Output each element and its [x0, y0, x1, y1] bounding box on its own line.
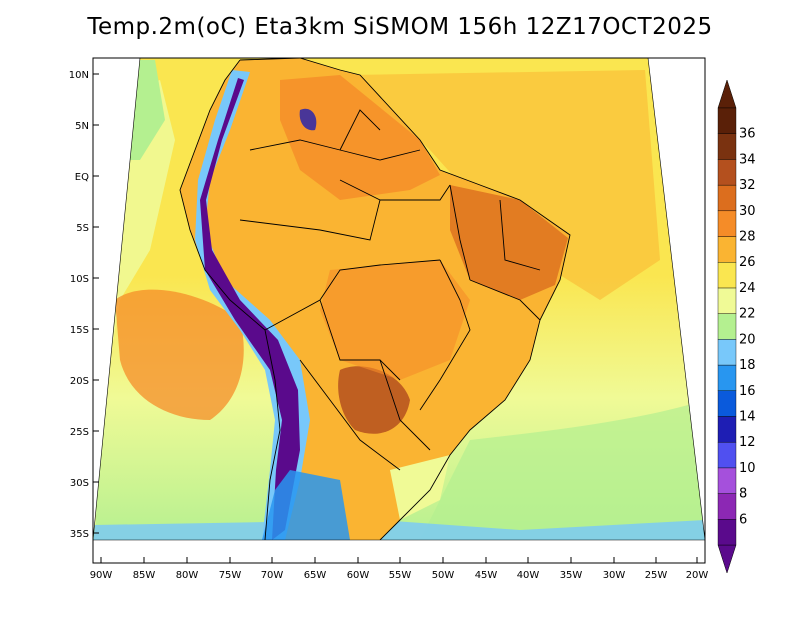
colorbar-label: 26 — [739, 255, 756, 270]
southern-cold-strip — [93, 520, 705, 540]
colorbar-label: 6 — [739, 512, 747, 527]
colorbar-segment — [717, 262, 737, 289]
land-warm-central — [320, 260, 470, 380]
colorbar-max-arrow — [717, 79, 737, 109]
colorbar-label: 36 — [739, 127, 756, 142]
colorbar-segment — [717, 236, 737, 263]
colorbar-label: 18 — [739, 358, 756, 373]
colorbar-label: 30 — [739, 204, 756, 219]
political-borders — [179, 58, 571, 540]
lon-label: 45W — [475, 570, 498, 581]
south-atlantic-cool — [420, 400, 705, 540]
colorbar-segment — [717, 416, 737, 443]
lon-label: 70W — [261, 570, 284, 581]
colorbar-segment — [717, 210, 737, 237]
atlantic-warm-plume — [350, 70, 660, 300]
latitude-axis: 10N 5N EQ 5S 10S 15S 20S 25S 30S 35S — [69, 70, 99, 540]
lat-label: 30S — [70, 478, 89, 489]
lat-label: EQ — [75, 172, 89, 183]
colorbar-label: 22 — [739, 307, 756, 322]
colorbar-label: 12 — [739, 435, 756, 450]
lon-label: 35W — [560, 570, 583, 581]
lon-label: 40W — [517, 570, 540, 581]
lat-label: 10N — [69, 70, 89, 81]
colorbar-label: 20 — [739, 332, 756, 347]
colorbar-segment — [717, 467, 737, 494]
lon-label: 60W — [347, 570, 370, 581]
guiana-cold-spot — [299, 108, 317, 131]
colorbar-label: 8 — [739, 487, 747, 502]
lon-label: 50W — [432, 570, 455, 581]
andes-ridge — [195, 70, 310, 540]
colorbar: 6 8 10 12 14 16 18 20 22 24 26 28 30 32 34 36 — [717, 79, 756, 574]
lon-label: 25W — [645, 570, 668, 581]
colorbar-segment — [717, 313, 737, 340]
lon-label: 65W — [304, 570, 327, 581]
lat-label: 25S — [70, 427, 89, 438]
colorbar-segment — [717, 390, 737, 417]
colorbar-segment — [717, 184, 737, 212]
lon-label: 80W — [176, 570, 199, 581]
colorbar-segment — [717, 287, 737, 314]
colorbar-label: 16 — [739, 384, 756, 399]
colorbar-label: 28 — [739, 230, 756, 245]
lat-label: 5N — [75, 121, 89, 132]
colorbar-label: 14 — [739, 409, 756, 424]
colorbar-segment — [717, 159, 737, 186]
plot-frame — [92, 57, 706, 564]
longitude-axis: 90W 85W 80W 75W 70W 65W 60W 55W 50W 45W … — [90, 557, 709, 581]
pacific-warm-patch — [115, 289, 244, 420]
lat-label: 5S — [76, 223, 89, 234]
colorbar-segment — [717, 519, 737, 546]
lat-label: 35S — [70, 529, 89, 540]
lon-label: 85W — [133, 570, 156, 581]
colorbar-label: 32 — [739, 178, 756, 193]
lon-label: 90W — [90, 570, 113, 581]
colorbar-segment — [717, 493, 737, 520]
colorbar-segment — [717, 107, 737, 134]
land-hot-north — [280, 75, 440, 200]
colorbar-segment — [717, 133, 737, 160]
lat-label: 15S — [70, 325, 89, 336]
colorbar-label: 10 — [739, 461, 756, 476]
colorbar-segment — [717, 339, 737, 366]
land-cool-southeast — [390, 455, 450, 520]
land-hot-northeast — [450, 185, 568, 300]
colorbar-label: 24 — [739, 281, 756, 296]
land-hot-center — [338, 366, 410, 434]
model-domain — [93, 58, 705, 540]
colorbar-min-arrow — [717, 544, 737, 574]
lat-label: 10S — [70, 274, 89, 285]
patagonia-cold — [262, 470, 350, 540]
colorbar-segment — [717, 441, 737, 469]
lon-label: 55W — [389, 570, 412, 581]
colorbar-label: 34 — [739, 152, 756, 167]
colorbar-segment — [717, 364, 737, 391]
lon-label: 20W — [686, 570, 709, 581]
lat-label: 20S — [70, 376, 89, 387]
lon-label: 75W — [219, 570, 242, 581]
lon-label: 30W — [603, 570, 626, 581]
map-title: Temp.2m(oC) Eta3km SiSMOM 156h 12Z17OCT2… — [87, 14, 713, 40]
